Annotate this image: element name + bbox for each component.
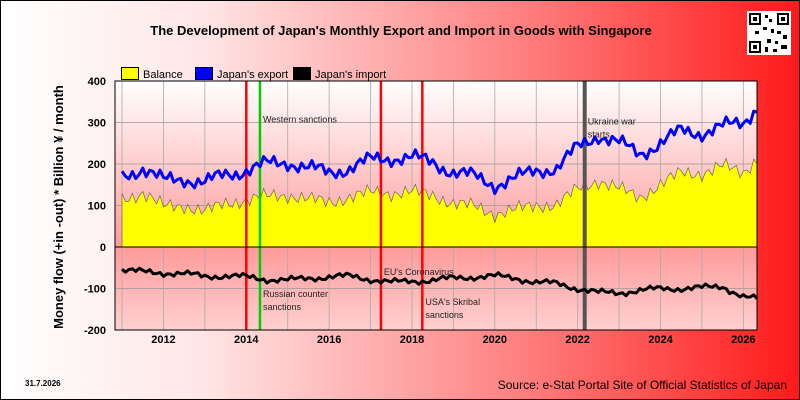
event-label: USA's Skribal (425, 297, 480, 307)
import-line (121, 266, 759, 300)
y-tick-label: 300 (88, 118, 106, 130)
event-label: Western sanctions (263, 115, 337, 125)
source-label: Source: e-Stat Portal Site of Official S… (497, 378, 787, 392)
legend-swatch-export (195, 67, 213, 80)
legend-label-balance: Balance (143, 69, 183, 81)
y-tick-label: 200 (88, 159, 106, 171)
chart-title: The Development of Japan's Monthly Expor… (150, 23, 652, 38)
event-label: EU's Coronavirus (384, 267, 454, 277)
legend-swatch-import (293, 67, 311, 80)
y-tick-label: -100 (84, 284, 106, 296)
y-tick-label: -200 (84, 325, 106, 337)
x-tick-label: 2018 (400, 334, 424, 346)
x-tick-label: 2022 (565, 334, 589, 346)
qr-code-icon (747, 11, 791, 55)
x-tick-label: 2012 (151, 334, 175, 346)
event-label: starts (588, 130, 611, 140)
legend-swatch-balance (121, 67, 139, 80)
x-tick-label: 2020 (483, 334, 507, 346)
legend-item-export: Japan's export (195, 67, 288, 81)
event-label: Russian counter (263, 289, 328, 299)
legend-label-export: Japan's export (217, 69, 289, 81)
y-tick-label: 100 (88, 201, 106, 213)
balance-area (121, 157, 758, 248)
legend-item-balance: Balance (121, 67, 183, 81)
legend-item-import: Japan's import (293, 67, 386, 81)
y-tick-label: 400 (88, 76, 106, 88)
plot-border (114, 80, 758, 331)
event-label: sanctions (425, 310, 464, 320)
x-tick-label: 2024 (648, 334, 673, 346)
x-tick-label: 2014 (234, 334, 259, 346)
export-line (120, 109, 758, 196)
event-label: Ukraine war (588, 117, 636, 127)
x-tick-label: 2026 (731, 334, 755, 346)
event-label: sanctions (263, 302, 302, 312)
legend-label-import: Japan's import (315, 69, 387, 81)
date-label: 31.7.2026 (25, 379, 61, 388)
x-tick-label: 2016 (317, 334, 341, 346)
y-tick-label: 0 (100, 242, 106, 254)
